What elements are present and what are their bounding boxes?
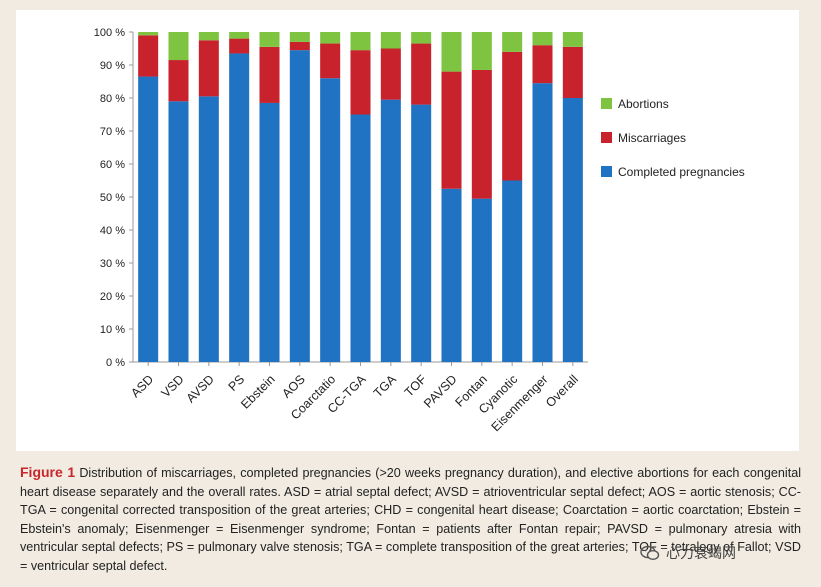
- figure-caption: Figure 1 Distribution of miscarriages, c…: [20, 463, 801, 576]
- bar-miscarriages: [350, 50, 371, 115]
- bar-completed-pregnancies: [441, 188, 462, 362]
- bar-abortions: [532, 32, 553, 46]
- y-tick-label: 80 %: [100, 93, 125, 105]
- bar-abortions: [380, 32, 401, 49]
- bar-completed-pregnancies: [471, 198, 492, 362]
- bar-abortions: [562, 32, 583, 47]
- bar-completed-pregnancies: [229, 53, 250, 362]
- bar-abortions: [471, 32, 492, 70]
- caption-text: Distribution of miscarriages, completed …: [20, 466, 801, 573]
- bar-completed-pregnancies: [411, 104, 432, 362]
- bar-abortions: [320, 32, 341, 44]
- bar-abortions: [350, 32, 371, 51]
- bar-miscarriages: [411, 43, 432, 105]
- x-tick-label: ASD: [128, 372, 156, 400]
- figure-panel: 0 % 10 % 20 % 30 % 40 % 50 % 60 % 70 % 80 % 90 % 1…: [16, 10, 799, 451]
- bar-miscarriages: [168, 60, 189, 102]
- bar-abortions: [289, 32, 310, 42]
- x-tick-label: Overall: [543, 372, 581, 410]
- bar-miscarriages: [229, 38, 250, 54]
- bar-miscarriages: [198, 40, 219, 97]
- bar-completed-pregnancies: [168, 101, 189, 363]
- bar-completed-pregnancies: [562, 98, 583, 362]
- watermark: 心力衰竭网: [640, 540, 810, 566]
- stacked-bar-chart: 0 % 10 % 20 % 30 % 40 % 50 % 60 % 70 % 80 % 90 % 1…: [94, 27, 745, 434]
- bar-miscarriages: [320, 43, 341, 79]
- bar-miscarriages: [502, 51, 523, 181]
- x-tick-label: AVSD: [184, 372, 217, 405]
- y-tick-label: 40 %: [100, 225, 125, 237]
- bar-abortions: [168, 32, 189, 61]
- bar-abortions: [198, 32, 219, 41]
- legend-swatch: [601, 98, 612, 109]
- bar-abortions: [229, 32, 250, 39]
- bar-completed-pregnancies: [320, 78, 341, 362]
- y-tick-label: 30 %: [100, 258, 125, 270]
- legend-label: Miscarriages: [618, 131, 686, 145]
- bar-completed-pregnancies: [259, 102, 280, 362]
- y-tick-label: 90 %: [100, 60, 125, 72]
- bar-completed-pregnancies: [198, 96, 219, 362]
- bar-miscarriages: [562, 46, 583, 98]
- y-tick-label: 50 %: [100, 192, 125, 204]
- x-tick-label: VSD: [159, 372, 187, 400]
- y-tick-label: 20 %: [100, 291, 125, 303]
- bar-completed-pregnancies: [380, 99, 401, 363]
- x-tick-label: TGA: [371, 372, 400, 401]
- bar-abortions: [259, 32, 280, 47]
- y-tick-label: 10 %: [100, 324, 125, 336]
- wechat-icon: [640, 545, 660, 561]
- y-tick-label: 60 %: [100, 159, 125, 171]
- bar-completed-pregnancies: [350, 114, 371, 362]
- bar-miscarriages: [289, 41, 310, 51]
- y-tick-label: 70 %: [100, 126, 125, 138]
- legend-label: Completed pregnancies: [618, 165, 745, 179]
- bar-abortions: [502, 32, 523, 52]
- y-tick-label: 0 %: [106, 357, 125, 369]
- bar-miscarriages: [259, 46, 280, 103]
- bar-miscarriages: [471, 69, 492, 199]
- x-tick-label: PAVSD: [421, 372, 460, 411]
- x-tick-label: Ebstein: [238, 372, 277, 411]
- watermark-text: 心力衰竭网: [666, 545, 736, 561]
- bar-miscarriages: [138, 35, 159, 77]
- bar-completed-pregnancies: [502, 180, 523, 362]
- bar-miscarriages: [441, 71, 462, 189]
- bar-abortions: [411, 32, 432, 44]
- caption-label: Figure 1: [20, 464, 76, 480]
- x-tick-label: PS: [226, 372, 248, 394]
- legend-swatch: [601, 166, 612, 177]
- bar-miscarriages: [532, 45, 553, 84]
- legend-swatch: [601, 132, 612, 143]
- bar-abortions: [138, 32, 159, 36]
- y-tick-label: 100 %: [94, 27, 125, 39]
- bar-abortions: [441, 32, 462, 72]
- bar-completed-pregnancies: [289, 50, 310, 363]
- legend-label: Abortions: [618, 97, 669, 111]
- bar-completed-pregnancies: [532, 83, 553, 363]
- bar-miscarriages: [380, 48, 401, 100]
- bar-completed-pregnancies: [138, 76, 159, 363]
